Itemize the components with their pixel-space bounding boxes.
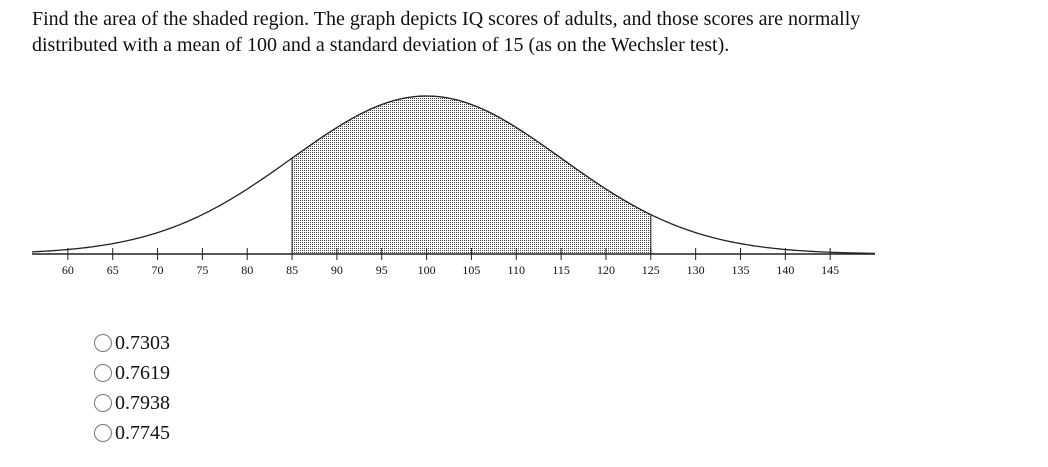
question: Find the area of the shaded region. The … [32,8,861,56]
x-tick-label: 85 [286,263,298,277]
answer-option[interactable]: 0.7619 [94,360,170,386]
x-tick-label: 65 [107,263,119,277]
x-tick-label: 100 [418,263,436,277]
option-text: 0.7938 [115,391,170,414]
radio-button[interactable] [94,394,112,412]
normal-curve [31,95,876,255]
x-tick-label: 125 [642,263,660,277]
chart: 60 65 70 75 80 85 90 95 100 105 110 115 120 125 130 135… [31,95,876,277]
option-text: 0.7303 [115,331,170,354]
x-tick-label: 135 [731,263,749,277]
x-tick-label: 90 [331,263,343,277]
x-tick-label: 140 [776,263,794,277]
radio-button[interactable] [94,364,112,382]
shaded-region [291,95,652,255]
x-tick-label: 115 [552,263,570,277]
radio-button[interactable] [94,424,112,442]
x-tick-label: 95 [376,263,388,277]
radio-button[interactable] [94,334,112,352]
x-tick-label: 70 [152,263,164,277]
answer-option[interactable]: 0.7303 [94,330,170,356]
x-tick-label: 75 [196,263,208,277]
x-tick-label: 60 [62,263,74,277]
x-tick-label: 105 [462,263,480,277]
x-tick-label: 80 [241,263,253,277]
x-tick-label: 130 [687,263,705,277]
answer-option[interactable]: 0.7938 [94,390,170,416]
x-tick-label: 145 [821,263,839,277]
option-text: 0.7619 [115,361,170,384]
x-tick-label: 110 [507,263,525,277]
option-text: 0.7745 [115,421,170,444]
answer-option[interactable]: 0.7745 [94,420,170,446]
x-tick-label: 120 [597,263,615,277]
